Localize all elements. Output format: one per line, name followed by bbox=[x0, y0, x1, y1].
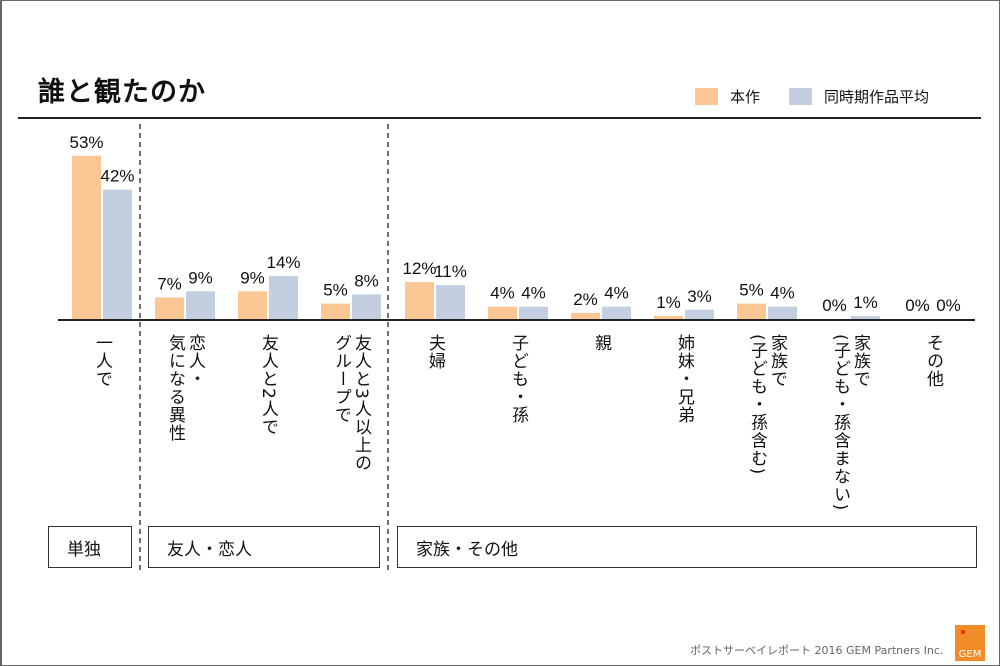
data-label: 11% bbox=[434, 262, 467, 281]
bar-series2 bbox=[851, 315, 880, 319]
bar-series1 bbox=[654, 315, 683, 319]
data-label: 2% bbox=[573, 290, 598, 309]
legend-item-series2: 同時期作品平均 bbox=[789, 86, 929, 107]
title-divider bbox=[18, 117, 981, 119]
x-tick-label: 夫婦 bbox=[425, 334, 445, 370]
data-label: 5% bbox=[739, 281, 764, 300]
bar-series1 bbox=[571, 312, 600, 319]
bar-series1 bbox=[405, 282, 434, 319]
bar-series2 bbox=[186, 291, 215, 319]
x-tick-label: 友人と2人で bbox=[258, 334, 278, 436]
data-label: 4% bbox=[604, 284, 629, 303]
group-box-solo: 単独 bbox=[48, 526, 132, 568]
bar-series1 bbox=[737, 303, 766, 319]
x-tick-label: 子ども・孫 bbox=[508, 334, 528, 424]
x-tick-label: 家族で (子ども・孫含まない) bbox=[830, 334, 870, 512]
legend-label-series1: 本作 bbox=[730, 88, 761, 106]
data-label: 7% bbox=[157, 274, 182, 293]
data-label: 0% bbox=[936, 296, 961, 315]
legend-swatch-series2 bbox=[789, 88, 813, 105]
chart-legend: 本作 同時期作品平均 bbox=[695, 86, 958, 107]
bar-series1 bbox=[488, 306, 517, 319]
data-label: 4% bbox=[770, 284, 795, 303]
bar-series1 bbox=[155, 297, 184, 319]
data-label: 8% bbox=[354, 271, 379, 290]
data-label: 4% bbox=[521, 284, 546, 303]
x-tick-label: 友人と3人以上の グループで bbox=[331, 334, 371, 472]
bar-series2 bbox=[768, 306, 797, 319]
data-label: 3% bbox=[687, 287, 712, 306]
footer-credit: ポストサーベイレポート 2016 GEM Partners Inc. bbox=[690, 644, 944, 657]
group-label: 単独 bbox=[67, 539, 101, 560]
group-label: 家族・その他 bbox=[416, 539, 518, 560]
x-tick-label: 一人で bbox=[92, 334, 112, 388]
group-label: 友人・恋人 bbox=[167, 539, 252, 560]
bar-series2 bbox=[519, 306, 548, 319]
bar-series2 bbox=[436, 285, 465, 319]
bar-series2 bbox=[602, 306, 631, 319]
data-label: 42% bbox=[100, 167, 134, 186]
data-label: 0% bbox=[822, 296, 847, 315]
x-tick-label: その他 bbox=[923, 334, 943, 388]
data-label: 9% bbox=[188, 268, 213, 287]
logo-dot bbox=[961, 630, 965, 634]
data-label: 14% bbox=[266, 253, 300, 272]
legend-item-series1: 本作 bbox=[695, 86, 760, 107]
gem-logo: GEM bbox=[955, 625, 985, 661]
group-box-friends: 友人・恋人 bbox=[148, 526, 380, 568]
data-label: 4% bbox=[490, 284, 515, 303]
bar-series1 bbox=[321, 303, 350, 319]
data-label: 1% bbox=[853, 293, 878, 312]
bar-series1 bbox=[238, 291, 267, 319]
logo-text: GEM bbox=[958, 649, 982, 660]
bar-series2 bbox=[352, 294, 381, 319]
x-tick-label: 家族で (子ども・孫含む) bbox=[747, 334, 787, 476]
data-label: 9% bbox=[240, 268, 265, 287]
bar-series2 bbox=[685, 309, 714, 319]
page-title: 誰と観たのか bbox=[38, 77, 206, 108]
x-tick-label: 姉妹・兄弟 bbox=[674, 334, 694, 424]
bar-series1 bbox=[72, 155, 101, 319]
data-label: 53% bbox=[69, 133, 103, 152]
group-box-family: 家族・その他 bbox=[397, 526, 977, 568]
data-label: 1% bbox=[656, 293, 681, 312]
bar-series2 bbox=[269, 275, 298, 319]
x-tick-label: 恋人・ 気になる異性 bbox=[165, 334, 205, 442]
x-tick-label: 親 bbox=[591, 334, 611, 352]
legend-label-series2: 同時期作品平均 bbox=[824, 88, 930, 106]
bar-series2 bbox=[103, 189, 132, 319]
data-label: 5% bbox=[323, 281, 348, 300]
data-label: 0% bbox=[905, 296, 930, 315]
data-label: 12% bbox=[402, 259, 436, 278]
legend-swatch-series1 bbox=[695, 88, 718, 105]
